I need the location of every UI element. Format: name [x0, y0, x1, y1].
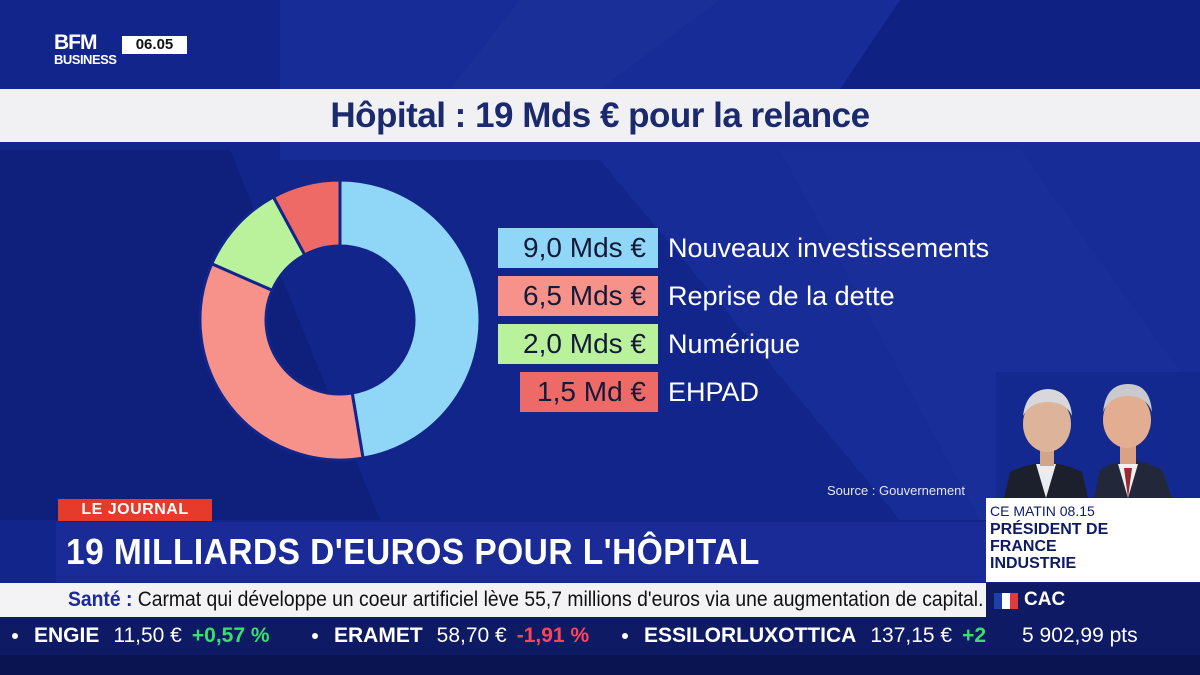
- upcoming-program-box: CE MATIN 08.15 PRÉSIDENT DE FRANCE INDUS…: [986, 498, 1200, 582]
- separator-dot-icon: [12, 633, 18, 639]
- stock-name: ESSILORLUXOTTICA: [644, 624, 857, 647]
- separator-dot-icon: [622, 633, 628, 639]
- market-item: ESSILORLUXOTTICA 137,15 € +2,8: [644, 617, 986, 655]
- chart-source: Source : Gouvernement: [827, 483, 966, 498]
- flag-band: [1002, 593, 1010, 609]
- segment-tag: LE JOURNAL: [58, 499, 212, 521]
- stock-change: +0,57 %: [191, 624, 270, 647]
- index-name: CAC: [1024, 589, 1066, 610]
- program-title-line: FRANCE: [990, 538, 1057, 555]
- headline: 19 MILLIARDS D'EUROS POUR L'HÔPITAL: [66, 531, 760, 572]
- donut-slice: [271, 178, 342, 257]
- on-air-clock: 06.05: [122, 36, 187, 54]
- program-title-line: PRÉSIDENT DE: [990, 521, 1109, 538]
- legend-label: Reprise de la dette: [668, 281, 895, 311]
- legend-label: Numérique: [668, 329, 801, 359]
- donut-chart: [198, 178, 482, 462]
- stock-change: -1,91 %: [516, 624, 590, 647]
- separator-dot-icon: [312, 633, 318, 639]
- flag-band: [1010, 593, 1018, 609]
- stock-name: ENGIE: [34, 624, 100, 647]
- donut-slice: [198, 261, 365, 462]
- legend-label: EHPAD: [668, 377, 760, 407]
- index-box: CAC: [986, 583, 1200, 617]
- market-item: ENGIE 11,50 € +0,57 %: [34, 617, 270, 655]
- presenters-photo: [996, 372, 1200, 498]
- donut-slice: [338, 178, 482, 460]
- legend-label: Nouveaux investissements: [668, 233, 990, 263]
- market-item: ERAMET 58,70 € -1,91 %: [334, 617, 589, 655]
- program-title: PRÉSIDENT DE FRANCE INDUSTRIE: [990, 521, 1200, 572]
- ticker-item: Santé : Carmat qui développe un coeur ar…: [68, 583, 983, 617]
- legend-value: 6,5 Mds €: [498, 276, 658, 316]
- stock-price: 58,70 €: [436, 624, 507, 647]
- france-flag-icon: [994, 593, 1018, 609]
- program-kicker: CE MATIN 08.15: [990, 503, 1095, 519]
- channel-logo: BFM BUSINESS: [54, 31, 118, 67]
- stock-name: ERAMET: [334, 624, 423, 647]
- bottom-strip: [0, 655, 1200, 675]
- stock-price: 11,50 €: [113, 624, 182, 647]
- news-ticker: Santé : Carmat qui développe un coeur ar…: [0, 583, 986, 617]
- ticker-text: Carmat qui développe un coeur artificiel…: [137, 588, 984, 611]
- logo-line1: BFM: [54, 31, 98, 54]
- legend-value: 1,5 Md €: [520, 372, 658, 412]
- ticker-label: Santé :: [68, 588, 133, 611]
- stock-change: +2,8: [962, 624, 986, 647]
- graphic-title: Hôpital : 19 Mds € pour la relance: [0, 89, 1200, 142]
- headline-band: 19 MILLIARDS D'EUROS POUR L'HÔPITAL: [56, 522, 986, 582]
- program-title-line: INDUSTRIE: [990, 555, 1077, 572]
- market-ticker: ENGIE 11,50 € +0,57 % ERAMET 58,70 € -1,91 %…: [0, 617, 986, 655]
- stock-price: 137,15 €: [870, 624, 953, 647]
- logo-line2: BUSINESS: [54, 52, 117, 67]
- flag-band: [994, 593, 1002, 609]
- legend-value: 2,0 Mds €: [498, 324, 658, 364]
- legend-value: 9,0 Mds €: [498, 228, 658, 268]
- index-value: 5 902,99 pts: [986, 617, 1200, 655]
